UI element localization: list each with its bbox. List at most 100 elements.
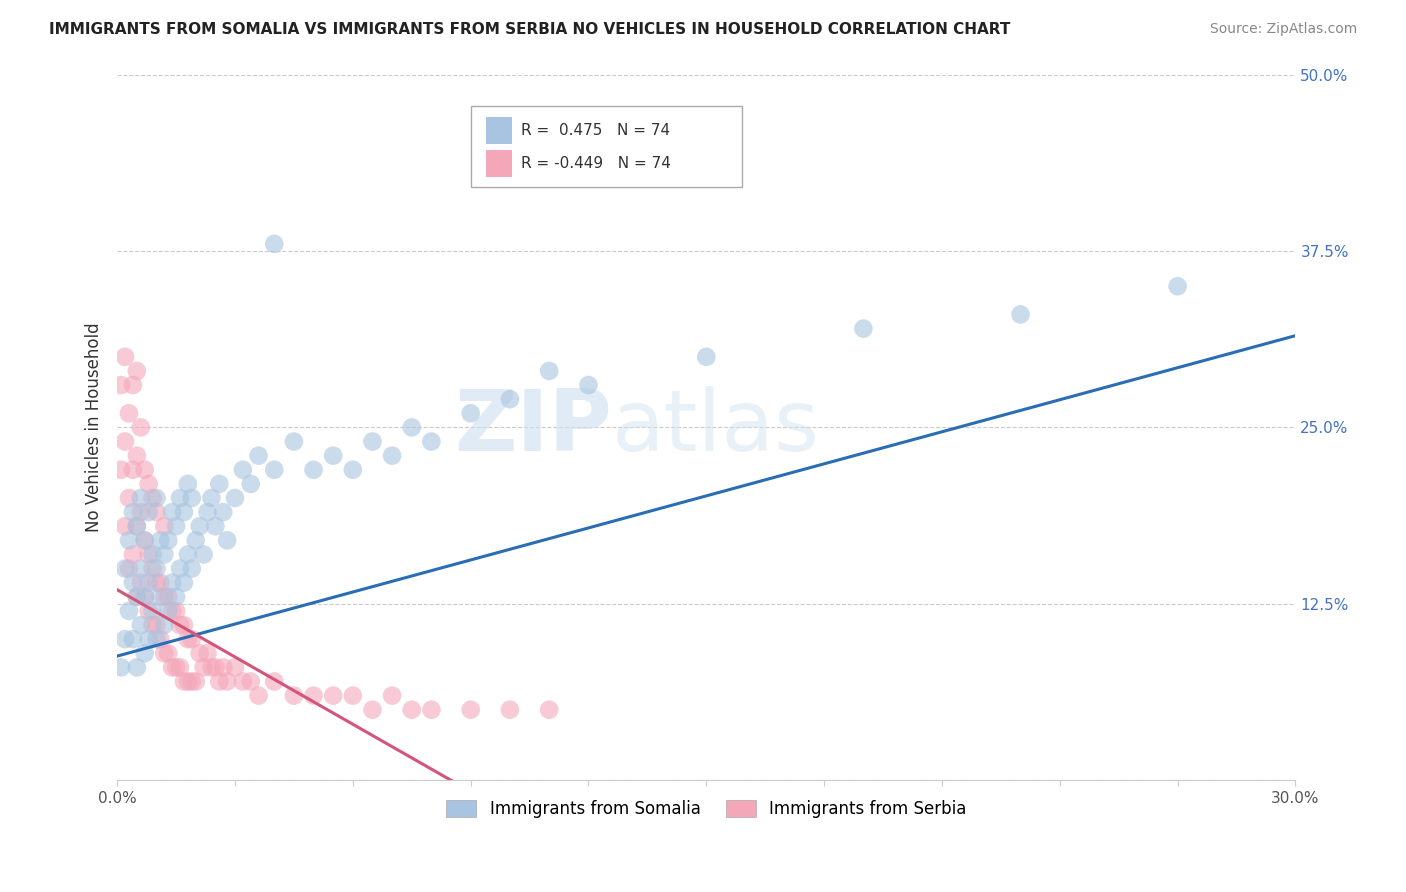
Point — [141, 548, 163, 562]
FancyBboxPatch shape — [471, 106, 742, 187]
Point — [197, 505, 219, 519]
Point — [125, 590, 148, 604]
Point — [239, 476, 262, 491]
Point — [361, 434, 384, 449]
Point — [342, 689, 364, 703]
Point — [342, 463, 364, 477]
Point — [125, 364, 148, 378]
Point — [129, 420, 152, 434]
Point — [173, 505, 195, 519]
Point — [177, 632, 200, 647]
Point — [138, 548, 160, 562]
Point — [224, 491, 246, 505]
Point — [114, 434, 136, 449]
Point — [180, 561, 202, 575]
Point — [499, 392, 522, 407]
Point — [283, 689, 305, 703]
Point — [114, 519, 136, 533]
Point — [169, 561, 191, 575]
Point — [122, 378, 145, 392]
Point — [208, 674, 231, 689]
Point — [138, 505, 160, 519]
Point — [118, 561, 141, 575]
Point — [212, 660, 235, 674]
Point — [118, 406, 141, 420]
Point — [263, 674, 285, 689]
Point — [122, 505, 145, 519]
Point — [129, 575, 152, 590]
Point — [460, 406, 482, 420]
Point — [153, 590, 176, 604]
Point — [149, 533, 172, 548]
Point — [157, 646, 180, 660]
Point — [361, 703, 384, 717]
Point — [149, 575, 172, 590]
Point — [153, 548, 176, 562]
Point — [122, 632, 145, 647]
Point — [180, 632, 202, 647]
Point — [193, 548, 215, 562]
Point — [197, 646, 219, 660]
Point — [165, 660, 187, 674]
Point — [149, 590, 172, 604]
Point — [169, 660, 191, 674]
Point — [302, 463, 325, 477]
Point — [118, 533, 141, 548]
Point — [157, 604, 180, 618]
Point — [110, 463, 132, 477]
Point — [169, 491, 191, 505]
Point — [695, 350, 717, 364]
Point — [499, 703, 522, 717]
Point — [1167, 279, 1189, 293]
Point — [129, 505, 152, 519]
Point — [212, 505, 235, 519]
Point — [232, 463, 254, 477]
Point — [129, 491, 152, 505]
Point — [177, 674, 200, 689]
Point — [184, 674, 207, 689]
Point — [134, 533, 156, 548]
Point — [118, 604, 141, 618]
Point — [247, 449, 270, 463]
Point — [122, 548, 145, 562]
Point — [208, 476, 231, 491]
Point — [145, 561, 167, 575]
Point — [420, 703, 443, 717]
Point — [145, 505, 167, 519]
Point — [160, 505, 183, 519]
FancyBboxPatch shape — [486, 150, 512, 177]
Point — [239, 674, 262, 689]
Point — [322, 449, 344, 463]
Text: atlas: atlas — [612, 386, 820, 469]
Point — [138, 632, 160, 647]
Point — [125, 590, 148, 604]
Point — [122, 463, 145, 477]
Point — [110, 378, 132, 392]
Point — [129, 618, 152, 632]
Point — [538, 703, 561, 717]
Point — [160, 660, 183, 674]
Point — [145, 575, 167, 590]
Text: IMMIGRANTS FROM SOMALIA VS IMMIGRANTS FROM SERBIA NO VEHICLES IN HOUSEHOLD CORRE: IMMIGRANTS FROM SOMALIA VS IMMIGRANTS FR… — [49, 22, 1011, 37]
Text: ZIP: ZIP — [454, 386, 612, 469]
Point — [138, 604, 160, 618]
Point — [134, 533, 156, 548]
Point — [165, 604, 187, 618]
Point — [263, 236, 285, 251]
Point — [145, 491, 167, 505]
Point — [852, 321, 875, 335]
Point — [160, 575, 183, 590]
Point — [381, 689, 404, 703]
Point — [169, 618, 191, 632]
Point — [401, 420, 423, 434]
Y-axis label: No Vehicles in Household: No Vehicles in Household — [86, 323, 103, 533]
Point — [125, 660, 148, 674]
Point — [173, 674, 195, 689]
Point — [1010, 308, 1032, 322]
Point — [125, 519, 148, 533]
Point — [184, 533, 207, 548]
Point — [141, 604, 163, 618]
Point — [153, 646, 176, 660]
Point — [217, 533, 239, 548]
Point — [141, 561, 163, 575]
